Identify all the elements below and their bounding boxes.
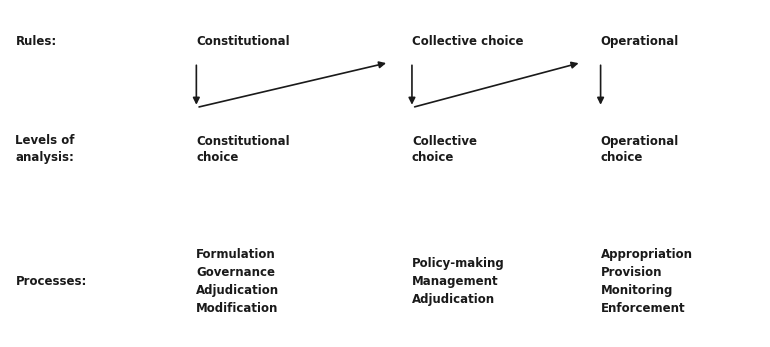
Text: Appropriation
Provision
Monitoring
Enforcement: Appropriation Provision Monitoring Enfor… (601, 247, 692, 315)
Text: Operational: Operational (601, 35, 679, 48)
Text: Policy-making
Management
Adjudication: Policy-making Management Adjudication (412, 256, 504, 306)
Text: Processes:: Processes: (15, 274, 87, 288)
Text: Constitutional
choice: Constitutional choice (196, 135, 290, 164)
Text: Collective
choice: Collective choice (412, 135, 477, 164)
Text: Constitutional: Constitutional (196, 35, 290, 48)
Text: Rules:: Rules: (15, 35, 57, 48)
Text: Operational
choice: Operational choice (601, 135, 679, 164)
Text: Levels of
analysis:: Levels of analysis: (15, 134, 75, 164)
Text: Formulation
Governance
Adjudication
Modification: Formulation Governance Adjudication Modi… (196, 247, 280, 315)
Text: Collective choice: Collective choice (412, 35, 524, 48)
